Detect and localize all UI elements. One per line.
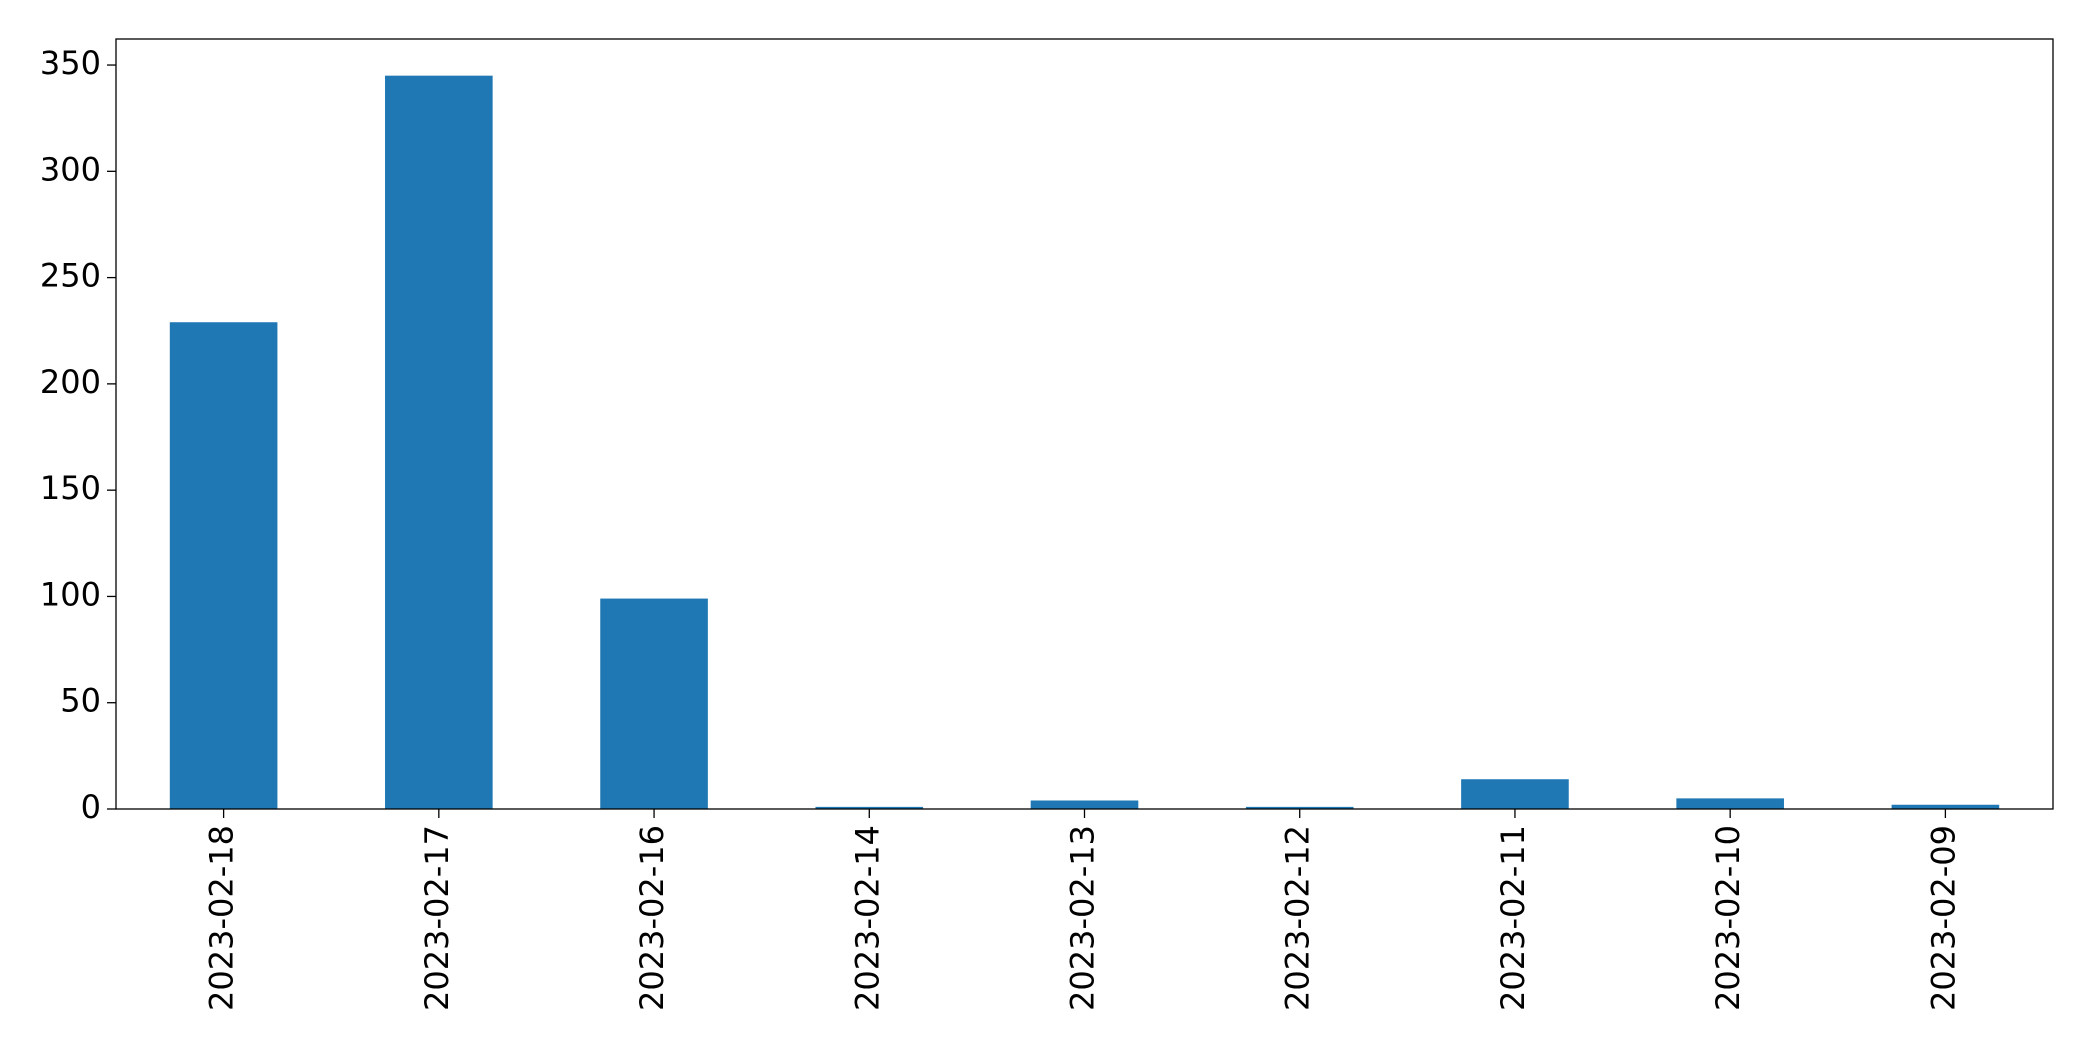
x-tick-label: 2023-02-09: [1924, 825, 1962, 1011]
bar: [169, 322, 278, 809]
bar: [385, 75, 493, 809]
x-tick-label: 2023-02-16: [633, 825, 671, 1011]
bar: [1676, 798, 1784, 809]
y-tick-label: 100: [40, 575, 101, 613]
bar: [600, 598, 708, 809]
y-tick-label: 50: [60, 682, 101, 720]
y-tick-label: 250: [40, 257, 101, 295]
bar: [1245, 806, 1354, 809]
plot-frame: [115, 38, 2054, 810]
y-tick-label: 300: [40, 150, 101, 188]
x-tick-label: 2023-02-13: [1064, 825, 1102, 1011]
y-tick-label: 200: [40, 363, 101, 401]
x-tick-label: 2023-02-11: [1494, 825, 1532, 1011]
y-tick-label: 150: [40, 469, 101, 507]
x-tick-label: 2023-02-14: [848, 825, 886, 1011]
y-tick-label: 0: [81, 788, 101, 826]
x-tick-label: 2023-02-12: [1279, 825, 1317, 1011]
y-tick-label: 350: [40, 44, 101, 82]
bar: [1461, 779, 1569, 809]
x-tick-label: 2023-02-18: [203, 825, 241, 1011]
x-tick-label: 2023-02-10: [1709, 825, 1747, 1011]
bar: [1891, 804, 2000, 809]
x-tick-label: 2023-02-17: [418, 825, 456, 1011]
bar: [1030, 800, 1139, 809]
bar: [815, 806, 924, 809]
